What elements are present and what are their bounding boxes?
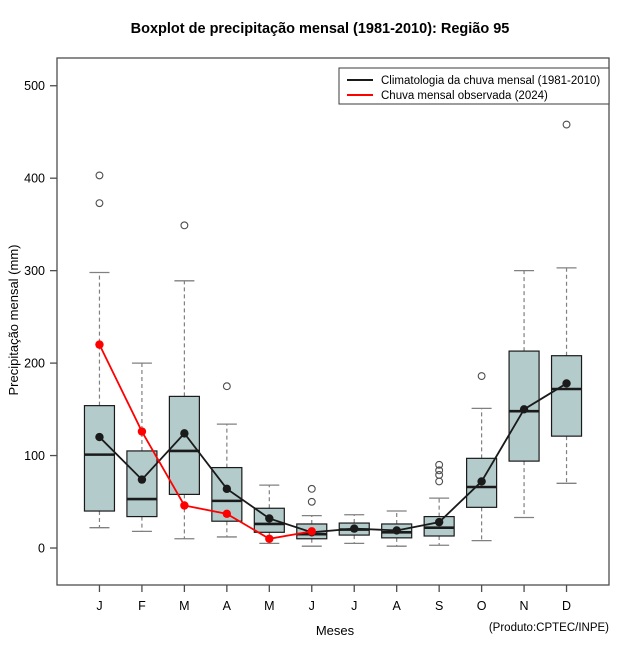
outlier-point xyxy=(307,484,316,493)
y-tick-label: 400 xyxy=(24,172,45,186)
plot-border xyxy=(56,57,610,586)
series-line xyxy=(98,382,568,534)
legend-label: Climatologia da chuva mensal (1981-2010) xyxy=(381,75,600,87)
x-tick-label: J xyxy=(96,599,102,613)
series-point xyxy=(180,501,189,510)
series-point xyxy=(95,340,104,349)
series-point xyxy=(222,484,232,494)
series-point xyxy=(222,509,232,519)
outlier-point xyxy=(435,466,444,475)
series-point xyxy=(265,534,274,543)
legend-box xyxy=(338,67,610,105)
x-axis-title: Meses xyxy=(316,623,355,638)
outlier-point xyxy=(180,221,189,230)
outlier-point xyxy=(307,497,316,506)
boxplot-box xyxy=(550,120,583,484)
overlay-line-series xyxy=(95,340,571,543)
outlier-point xyxy=(95,171,104,180)
series-point xyxy=(137,475,147,484)
series-point xyxy=(180,429,189,438)
y-axis: 0 100 200 300 400 500 xyxy=(24,79,57,556)
y-axis-title: Precipitação mensal (mm) xyxy=(6,245,21,396)
series-point xyxy=(265,514,274,523)
series-point xyxy=(434,517,444,527)
x-tick-label: J xyxy=(351,599,357,613)
x-tick-label: F xyxy=(138,599,146,613)
y-tick-label: 200 xyxy=(24,357,45,371)
y-tick-label: 100 xyxy=(24,449,45,463)
series-point xyxy=(562,379,571,388)
y-tick-label: 0 xyxy=(38,542,45,556)
outlier-point xyxy=(477,372,486,380)
series-point xyxy=(95,432,104,442)
y-tick-label: 300 xyxy=(24,264,45,278)
legend: Climatologia da chuva mensal (1981-2010)… xyxy=(338,67,610,105)
plot-frame xyxy=(56,57,610,586)
box-iqr xyxy=(550,355,583,437)
outlier-point xyxy=(435,471,444,479)
outlier-point xyxy=(435,460,444,469)
series-point xyxy=(307,527,316,536)
outlier-point xyxy=(222,382,231,391)
boxplot-box xyxy=(83,171,116,529)
x-tick-label: M xyxy=(264,599,274,613)
page-title: Boxplot de precipitação mensal (1981-201… xyxy=(131,21,510,37)
boxplot-series xyxy=(83,120,583,547)
legend-label: Chuva mensal observada (2024) xyxy=(381,90,548,102)
x-tick-label: A xyxy=(393,599,402,613)
x-tick-label: J xyxy=(309,599,315,613)
box-iqr xyxy=(83,405,116,512)
credit-label: (Produto:CPTEC/INPE) xyxy=(489,622,609,634)
series-point xyxy=(392,526,401,535)
outlier-point xyxy=(562,120,571,129)
x-tick-label: N xyxy=(520,599,529,613)
boxplot-box xyxy=(423,460,455,546)
x-tick-label: A xyxy=(223,599,232,613)
x-tick-label: D xyxy=(562,599,571,613)
x-tick-label: M xyxy=(179,599,189,613)
boxplot-box xyxy=(253,484,285,545)
series-point xyxy=(137,427,147,436)
series-line xyxy=(98,344,312,540)
outlier-point xyxy=(95,199,104,208)
x-tick-label: O xyxy=(477,599,487,613)
x-tick-label: S xyxy=(435,599,443,613)
y-tick-label: 500 xyxy=(24,79,45,93)
series-point xyxy=(477,477,486,486)
series-point xyxy=(519,405,529,414)
series-point xyxy=(350,524,359,533)
